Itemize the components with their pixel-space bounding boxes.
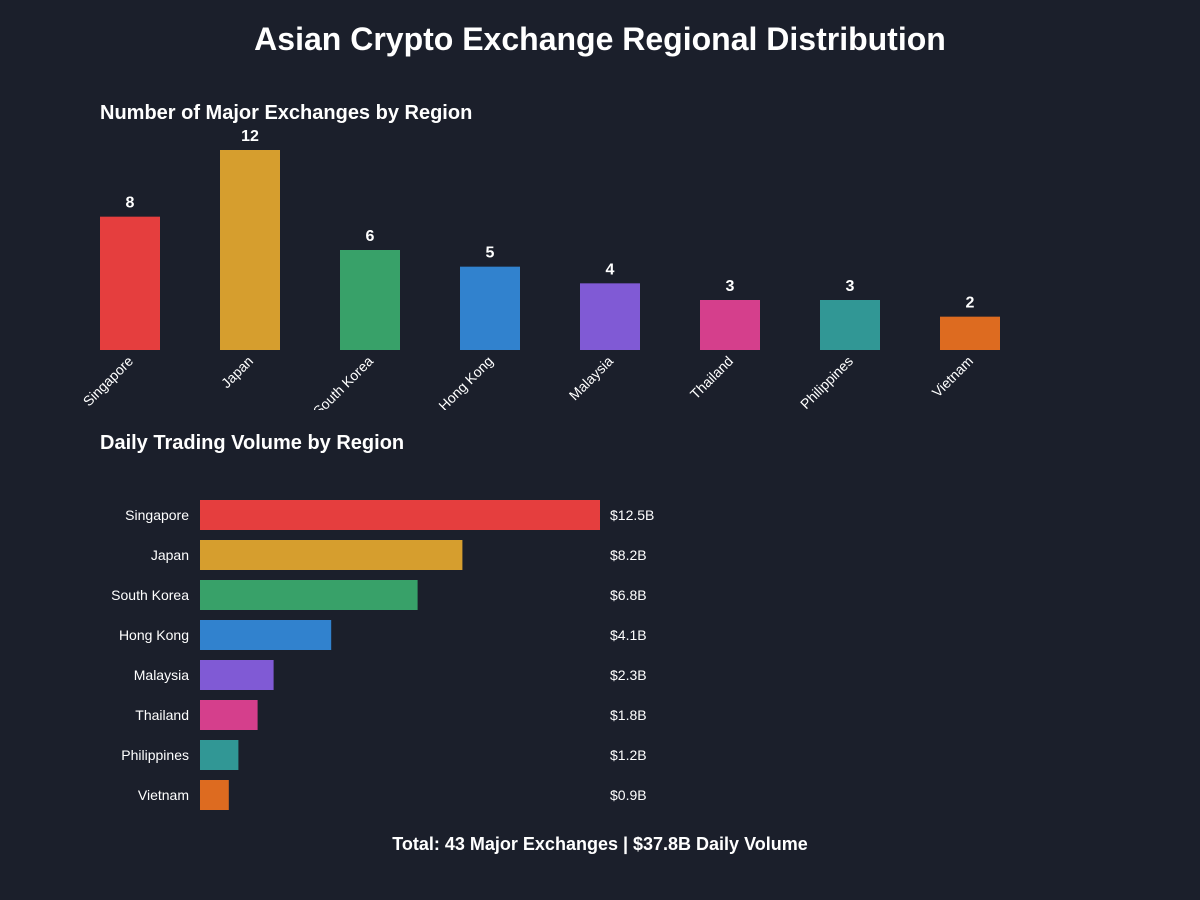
trading-volume-value-label-thailand: $1.8B	[610, 707, 647, 723]
trading-volume-category-label-philippines: Philippines	[121, 747, 189, 763]
trading-volume-bar-philippines	[200, 740, 239, 770]
exchange-count-value-label-vietnam: 2	[966, 295, 975, 312]
trading-volume-category-label-singapore: Singapore	[125, 507, 189, 523]
exchange-count-value-label-thailand: 3	[726, 278, 735, 295]
trading-volume-category-label-thailand: Thailand	[135, 707, 189, 723]
exchange-count-bar-hong-kong	[460, 266, 520, 350]
exchange-count-bar-philippines	[820, 300, 880, 350]
exchange-count-category-label-thailand: Thailand	[687, 353, 736, 402]
trading-volume-bar-hong-kong	[200, 620, 332, 650]
trading-volume-value-label-singapore: $12.5B	[610, 507, 654, 523]
exchange-count-bar-thailand	[700, 300, 760, 350]
exchange-count-category-label-malaysia: Malaysia	[566, 353, 617, 404]
trading-volume-category-label-south-korea: South Korea	[111, 587, 189, 603]
exchange-count-bar-singapore	[100, 216, 160, 350]
trading-volume-value-label-japan: $8.2B	[610, 547, 647, 563]
page-title: Asian Crypto Exchange Regional Distribut…	[254, 21, 946, 57]
trading-volume-bar-chart: Singapore $12.5B Japan $8.2B South Korea $6.8…	[111, 500, 654, 810]
exchange-count-category-label-vietnam: Vietnam	[929, 353, 976, 400]
exchange-count-bar-vietnam	[940, 316, 1000, 350]
exchange-count-bar-malaysia	[580, 283, 640, 350]
trading-volume-value-label-south-korea: $6.8B	[610, 587, 647, 603]
exchange-count-bar-south-korea	[340, 250, 400, 350]
trading-volume-category-label-japan: Japan	[151, 547, 189, 563]
exchange-count-category-label-philippines: Philippines	[797, 353, 856, 410]
trading-volume-category-label-hong-kong: Hong Kong	[119, 627, 189, 643]
exchange-count-category-label-singapore: Singapore	[80, 353, 137, 410]
exchange-count-value-label-japan: 12	[241, 128, 259, 145]
exchange-count-category-label-hong-kong: Hong Kong	[435, 353, 496, 410]
trading-volume-value-label-vietnam: $0.9B	[610, 787, 647, 803]
trading-volume-value-label-malaysia: $2.3B	[610, 667, 647, 683]
exchange-count-value-label-singapore: 8	[126, 195, 135, 212]
exchange-count-value-label-hong-kong: 5	[486, 245, 495, 262]
exchange-count-value-label-south-korea: 6	[366, 228, 375, 245]
trading-volume-bar-thailand	[200, 700, 258, 730]
exchange-count-category-label-south-korea: South Korea	[310, 353, 377, 410]
trading-volume-bar-japan	[200, 540, 463, 570]
exchange-count-value-label-philippines: 3	[846, 278, 855, 295]
trading-volume-bar-vietnam	[200, 780, 229, 810]
trading-volume-value-label-philippines: $1.2B	[610, 747, 647, 763]
trading-volume-category-label-vietnam: Vietnam	[138, 787, 189, 803]
trading-volume-value-label-hong-kong: $4.1B	[610, 627, 647, 643]
trading-volume-category-label-malaysia: Malaysia	[134, 667, 189, 683]
total-summary: Total: 43 Major Exchanges | $37.8B Daily…	[392, 834, 808, 854]
trading-volume-bar-south-korea	[200, 580, 418, 610]
exchange-count-value-label-malaysia: 4	[606, 261, 615, 278]
exchange-count-bar-japan	[220, 150, 280, 350]
exchange-count-bar-chart: 8 Singapore 12 Japan 6 South Korea 5 Hong Kong 4…	[80, 128, 1000, 410]
trading-volume-bar-malaysia	[200, 660, 274, 690]
exchange-count-chart-title: Number of Major Exchanges by Region	[100, 102, 473, 124]
exchange-count-category-label-japan: Japan	[218, 353, 256, 391]
trading-volume-chart-title: Daily Trading Volume by Region	[100, 432, 405, 454]
trading-volume-bar-singapore	[200, 500, 600, 530]
